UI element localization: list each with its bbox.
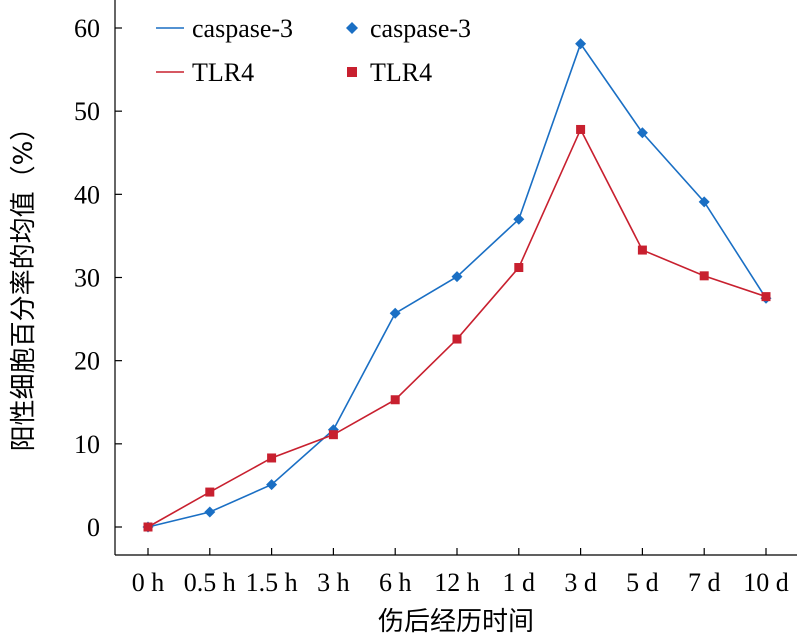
x-tick-label: 12 h	[434, 568, 480, 597]
legend: caspase-3 caspase-3 TLR4 TLR4	[156, 14, 471, 87]
data-point	[143, 522, 153, 532]
legend-marker-label: TLR4	[370, 58, 432, 87]
data-point	[389, 307, 401, 319]
data-point	[451, 271, 463, 283]
x-tick-label: 6 h	[379, 568, 412, 597]
y-tick-label: 60	[74, 14, 100, 43]
x-tick-label: 10 d	[743, 568, 789, 597]
series-line	[147, 42, 767, 528]
legend-marker-label: caspase-3	[370, 14, 471, 43]
legend-line-label: caspase-3	[192, 14, 293, 43]
y-tick-label: 0	[87, 513, 100, 542]
data-point	[390, 395, 400, 405]
y-tick-label: 10	[74, 430, 100, 459]
legend-marker-swatch	[347, 67, 357, 77]
series-0	[142, 38, 772, 533]
data-point	[204, 506, 216, 518]
x-tick-label: 1.5 h	[246, 568, 298, 597]
data-point	[266, 479, 278, 491]
y-tick-label: 50	[74, 97, 100, 126]
data-point	[205, 487, 215, 497]
data-point	[699, 271, 709, 281]
y-axis-ticks: 0 10 20 30 40 50 60	[74, 14, 122, 542]
data-point	[575, 38, 587, 50]
legend-line-label: TLR4	[192, 58, 254, 87]
y-tick-label: 40	[74, 180, 100, 209]
data-point	[637, 245, 647, 255]
data-point	[452, 334, 462, 344]
x-tick-label: 3 h	[317, 568, 350, 597]
data-point	[328, 430, 338, 440]
data-point	[576, 124, 586, 134]
series-line	[147, 127, 767, 528]
y-tick-label: 30	[74, 264, 100, 293]
data-point	[513, 213, 525, 225]
data-point	[698, 196, 710, 208]
data-point	[267, 453, 277, 463]
data-point	[761, 292, 771, 302]
data-point	[636, 127, 648, 139]
x-tick-label: 3 d	[564, 568, 597, 597]
x-tick-label: 0.5 h	[184, 568, 236, 597]
x-tick-label: 5 d	[626, 568, 659, 597]
x-tick-label: 0 h	[132, 568, 165, 597]
legend-marker-swatch	[346, 22, 358, 34]
x-axis-title: 伤后经历时间	[378, 607, 534, 637]
x-tick-label: 7 d	[688, 568, 721, 597]
y-axis-title: 阳性细胞百分率的均值（%）	[9, 115, 39, 452]
x-axis-ticks: 0 h 0.5 h 1.5 h 3 h 6 h 12 h 1 d 3 d 5 d 7 d 10 d	[132, 548, 789, 597]
series-layer	[142, 38, 772, 533]
series-1	[143, 124, 771, 532]
y-tick-label: 20	[74, 347, 100, 376]
data-point	[514, 263, 524, 273]
x-tick-label: 1 d	[503, 568, 536, 597]
